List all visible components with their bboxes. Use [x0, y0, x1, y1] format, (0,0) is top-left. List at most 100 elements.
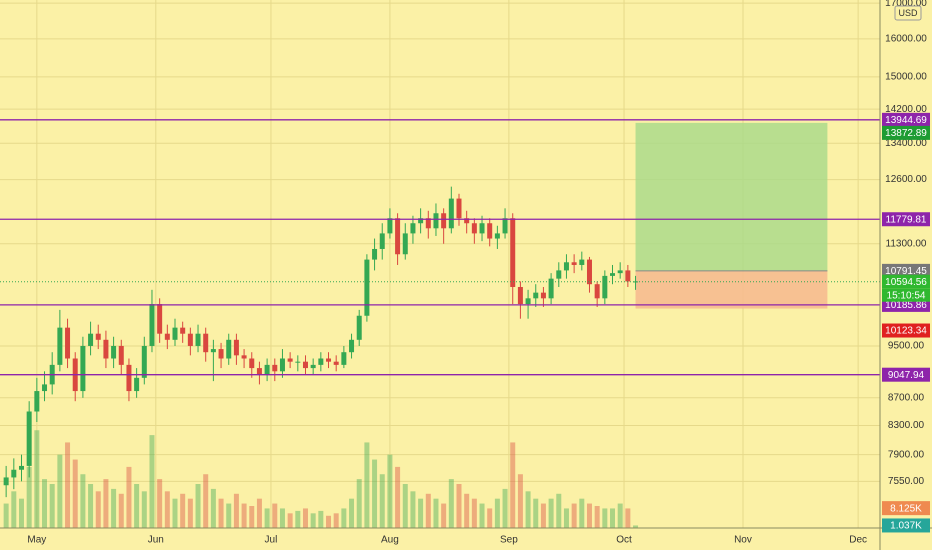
candle-body — [517, 287, 523, 305]
candle-body — [349, 339, 355, 353]
x-tick-label: Oct — [616, 535, 632, 546]
volume-bar — [525, 491, 531, 528]
volume-label: 8.125K — [890, 503, 922, 514]
x-tick-label: Sep — [500, 535, 518, 546]
volume-bar — [111, 488, 117, 528]
volume-bar — [418, 498, 424, 528]
candle-body — [548, 278, 554, 299]
candle-body — [187, 333, 193, 346]
y-tick-label: 15000.00 — [885, 71, 927, 82]
volume-bar — [479, 503, 485, 528]
volume-bar — [18, 498, 24, 528]
volume-bar — [594, 506, 600, 528]
volume-label: 1.037K — [890, 521, 922, 532]
volume-bar — [80, 474, 86, 528]
x-tick-label: May — [27, 535, 46, 546]
candle-body — [103, 339, 109, 359]
x-tick-label: Jul — [265, 535, 278, 546]
volume-bar — [26, 466, 32, 528]
volume-bar — [164, 491, 170, 528]
volume-bar — [372, 459, 378, 528]
volume-bar — [157, 479, 163, 528]
candle-body — [379, 233, 385, 249]
volume-bar — [302, 508, 308, 528]
volume-bar — [456, 484, 462, 528]
volume-bar — [433, 498, 439, 528]
volume-bar — [95, 491, 101, 528]
volume-bar — [172, 498, 178, 528]
candle-body — [502, 218, 508, 234]
candle-body — [471, 223, 477, 234]
candle-body — [203, 333, 209, 353]
volume-bar — [118, 493, 124, 528]
candle-body — [164, 333, 170, 340]
y-tick-label: 8300.00 — [888, 420, 925, 431]
volume-bar — [448, 479, 454, 528]
y-tick-label: 7900.00 — [888, 449, 925, 460]
volume-bar — [341, 508, 347, 528]
volume-bar — [517, 474, 523, 528]
volume-bar — [88, 484, 94, 528]
volume-bar — [502, 488, 508, 528]
candle-body — [602, 275, 608, 299]
volume-bar — [633, 525, 639, 528]
candle-body — [448, 198, 454, 229]
volume-bar — [540, 503, 546, 528]
volume-bar — [326, 515, 332, 528]
x-tick-label: Aug — [381, 535, 399, 546]
stop-label-badge — [882, 323, 930, 338]
volume-bar — [349, 498, 355, 528]
volume-bar — [364, 442, 370, 528]
candle-body — [295, 361, 301, 363]
volume-bar — [279, 508, 285, 528]
volume-bar — [195, 484, 201, 528]
volume-bar — [34, 430, 40, 528]
candle-body — [172, 327, 178, 340]
volume-bar — [617, 503, 623, 528]
y-tick-label: 12600.00 — [885, 174, 927, 185]
candle-body — [487, 223, 493, 239]
volume-bar — [333, 513, 339, 528]
candle-body — [80, 345, 86, 392]
candle-body — [418, 218, 424, 224]
candle-body — [364, 259, 370, 316]
volume-bar — [3, 503, 9, 528]
candle-body — [65, 327, 71, 359]
volume-bar — [563, 508, 569, 528]
volume-bar — [180, 493, 186, 528]
level-label: 11779.81 — [886, 214, 927, 225]
candle-body — [264, 364, 270, 375]
level-label-badge — [882, 212, 930, 227]
candle-body — [617, 270, 623, 274]
volume-bar — [610, 508, 616, 528]
volume-bar — [65, 442, 71, 528]
last-price-label: 10594.56 — [885, 277, 927, 288]
volume-bar — [487, 508, 493, 528]
volume-bar — [494, 498, 500, 528]
candle-body — [625, 270, 631, 282]
candle-body — [126, 364, 132, 392]
candle-body — [540, 292, 546, 299]
candle-body — [302, 361, 308, 369]
candle-body — [387, 218, 393, 234]
volume-bar — [187, 498, 193, 528]
candle-body — [395, 218, 401, 255]
candle-body — [11, 469, 17, 478]
candle-body — [372, 248, 378, 260]
volume-bar — [256, 498, 262, 528]
volume-bar — [203, 474, 209, 528]
candle-body — [510, 218, 516, 288]
candle-body — [479, 223, 485, 234]
volume-bar — [218, 498, 224, 528]
countdown-badge — [882, 288, 930, 302]
volume-bar — [57, 454, 63, 528]
candle-body — [210, 349, 216, 353]
candle-body — [157, 304, 163, 334]
volume-label-badge — [882, 501, 930, 516]
level-label: 9047.94 — [888, 370, 925, 381]
volume-bar — [425, 493, 431, 528]
candle-body — [571, 262, 577, 265]
candle-body — [195, 333, 201, 346]
volume-bar — [571, 503, 577, 528]
x-tick-label: Nov — [734, 535, 752, 546]
